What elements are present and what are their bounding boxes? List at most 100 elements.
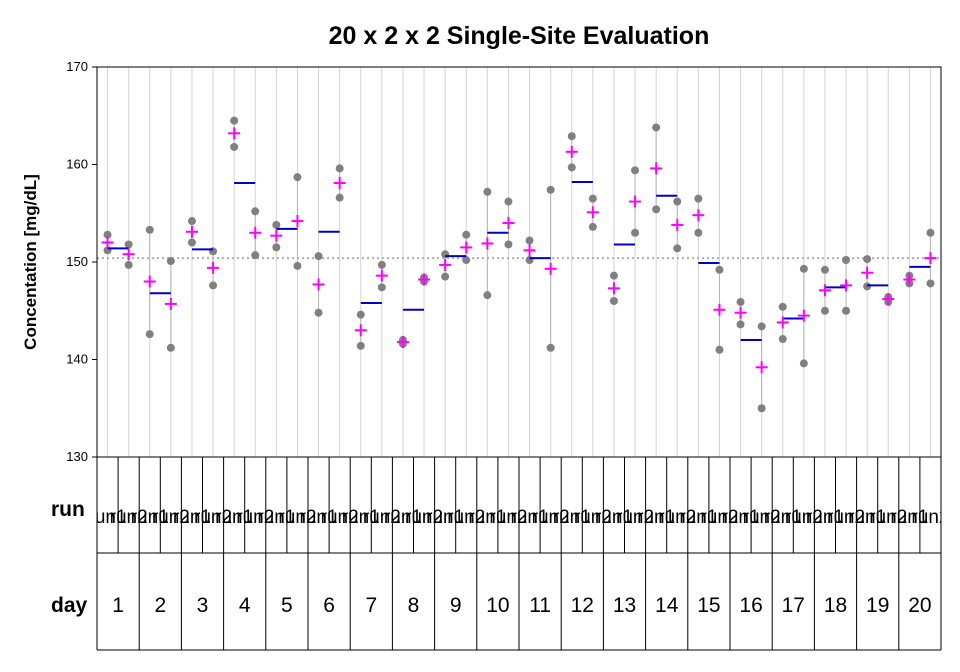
day-label: 16 <box>739 594 762 617</box>
run-label: run2 <box>278 507 316 528</box>
replicate-point <box>757 404 766 413</box>
replicate-point <box>820 306 829 315</box>
replicate-point <box>567 132 576 141</box>
y-tick-label: 130 <box>66 449 88 464</box>
run-label: run2 <box>152 507 190 528</box>
replicate-point <box>251 251 260 260</box>
y-tick-label: 140 <box>66 352 88 367</box>
replicate-point <box>314 308 323 317</box>
replicate-point <box>588 194 597 203</box>
replicate-point <box>525 236 534 245</box>
run-label: run1 <box>257 507 295 528</box>
replicate-point <box>799 359 808 368</box>
replicate-point <box>652 123 661 132</box>
run-label: run1 <box>595 507 633 528</box>
chart-title: 20 x 2 x 2 Single-Site Evaluation <box>329 22 710 50</box>
run-label: run2 <box>658 507 696 528</box>
replicate-point <box>314 252 323 261</box>
run-label: run2 <box>110 507 148 528</box>
replicate-point <box>145 225 154 234</box>
y-axis: 130 140 150 160 170 <box>66 59 97 464</box>
replicate-point <box>293 261 302 270</box>
replicate-point <box>694 228 703 237</box>
run-row: run1run2run1run2run1run2run1run2run1run2… <box>97 457 949 553</box>
replicate-point <box>483 187 492 196</box>
run-label: run1 <box>131 507 169 528</box>
run-label: run2 <box>616 507 654 528</box>
replicate-point <box>842 256 851 265</box>
replicate-point <box>166 257 175 266</box>
replicate-point <box>377 283 386 292</box>
run-label: run1 <box>173 507 211 528</box>
replicate-point <box>124 240 133 249</box>
run-label: run2 <box>236 507 274 528</box>
replicate-point <box>736 320 745 329</box>
day-label: 11 <box>529 594 551 617</box>
replicate-point <box>483 291 492 300</box>
day-label: 6 <box>323 594 335 617</box>
day-label: 10 <box>486 594 509 617</box>
replicate-point <box>356 310 365 319</box>
run-label: run1 <box>384 507 422 528</box>
day-label: 5 <box>281 594 293 617</box>
replicate-point <box>187 217 196 226</box>
replicate-point <box>652 205 661 214</box>
run-label: run1 <box>342 507 380 528</box>
run-label: run1 <box>553 507 591 528</box>
run-label: run1 <box>848 507 886 528</box>
replicate-point <box>715 265 724 274</box>
replicate-point <box>736 297 745 306</box>
run-label: run2 <box>911 507 949 528</box>
replicate-point <box>842 306 851 315</box>
run-label: run1 <box>511 507 549 528</box>
y-axis-label: Concentation [mg/dL] <box>21 174 40 350</box>
replicate-point <box>588 222 597 231</box>
factor-table: run day run1run2run1run2run1run2run1run2… <box>51 456 949 651</box>
day-label: 14 <box>655 594 679 617</box>
day-label: 1 <box>112 594 124 617</box>
run-label: run1 <box>764 507 802 528</box>
run-label: run2 <box>194 507 232 528</box>
replicate-point <box>694 194 703 203</box>
replicate-point <box>631 228 640 237</box>
replicate-point <box>504 240 513 249</box>
day-label: 13 <box>613 594 636 617</box>
replicate-point <box>230 116 239 125</box>
replicate-point <box>230 142 239 151</box>
run-label: run2 <box>743 507 781 528</box>
day-label: 12 <box>571 594 594 617</box>
replicate-point <box>335 193 344 202</box>
day-label: 20 <box>908 594 931 617</box>
replicate-point <box>673 197 682 206</box>
run-label: run1 <box>679 507 717 528</box>
replicate-point <box>757 322 766 331</box>
replicate-point <box>778 302 787 311</box>
run-label: run2 <box>532 507 570 528</box>
replicate-point <box>673 244 682 253</box>
y-tick-label: 170 <box>66 59 88 74</box>
replicate-point <box>272 220 281 229</box>
run-label: run2 <box>700 507 738 528</box>
replicate-point <box>863 255 872 264</box>
day-label: 8 <box>408 594 420 617</box>
replicate-point <box>251 207 260 216</box>
run-label: run1 <box>806 507 844 528</box>
day-label: 2 <box>154 594 166 617</box>
replicate-point <box>335 164 344 173</box>
run-label: run2 <box>869 507 907 528</box>
run-label: run1 <box>637 507 675 528</box>
replicate-point <box>926 228 935 237</box>
run-label: run2 <box>827 507 865 528</box>
run-label: run1 <box>890 507 928 528</box>
y-tick-label: 160 <box>66 157 88 172</box>
run-label: run1 <box>300 507 338 528</box>
day-row-label: day <box>51 594 88 617</box>
day-label: 15 <box>697 594 720 617</box>
y-tick-label: 150 <box>66 254 88 269</box>
grid-layer <box>107 67 931 457</box>
replicate-point <box>778 335 787 344</box>
day-label: 17 <box>782 594 805 617</box>
replicate-point <box>926 279 935 288</box>
run-label: run2 <box>405 507 443 528</box>
